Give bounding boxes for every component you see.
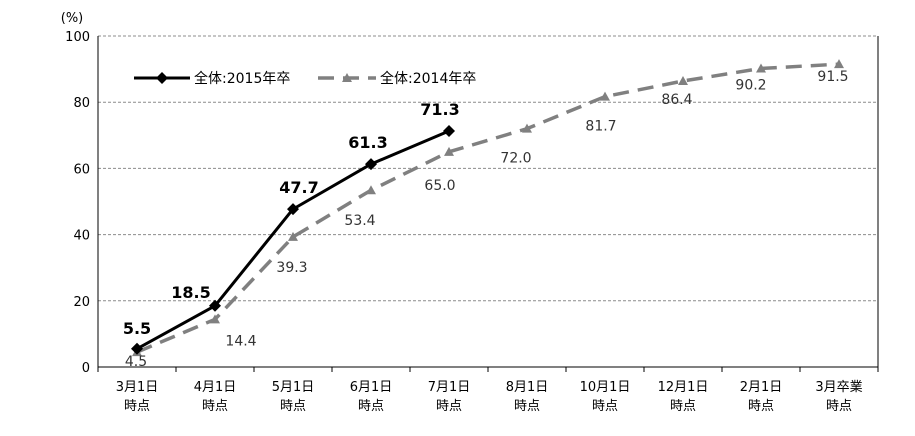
series-2014 [132,59,844,357]
x-tick-label-line: 7月1日 [428,380,471,395]
data-point [834,59,844,69]
x-tick-label-line: 4月1日 [194,380,237,395]
series [131,59,844,357]
y-tick-label: 100 [65,30,90,45]
x-tick-label-line: 6月1日 [350,380,393,395]
data-label-2014: 4.5 [125,354,147,370]
series-line [136,62,840,354]
data-label-2014: 91.5 [817,69,848,85]
data-label-2014: 81.7 [585,119,616,135]
data-point [678,76,688,86]
x-tick-label-line: 時点 [358,399,384,414]
axes: 020406080100(%)3月1日時点4月1日時点5月1日時点6月1日時点7… [61,11,879,414]
x-tick-label: 5月1日時点 [272,380,315,414]
data-point [756,63,766,73]
legend-swatch-marker [156,72,168,84]
x-tick-label-line: 10月1日 [580,380,631,395]
y-tick-label: 60 [73,162,90,177]
data-label-2014: 90.2 [735,77,766,93]
data-label-2014: 72.0 [500,151,531,167]
data-point [444,146,454,156]
x-tick-label-line: 時点 [124,399,150,414]
x-tick-label: 3月卒業時点 [815,379,862,414]
x-tick-label-line: 3月卒業 [815,379,862,395]
x-tick-label-line: 5月1日 [272,380,315,395]
y-tick-label: 20 [73,295,90,310]
x-tick-label-line: 8月1日 [506,380,549,395]
y-unit-label: (%) [61,11,84,26]
data-label-2015: 47.7 [279,178,318,197]
data-point [366,185,376,195]
gridlines [98,35,878,302]
x-tick-label-line: 時点 [436,399,462,414]
y-tick-label: 0 [82,361,90,376]
data-point [443,124,455,137]
data-label-2014: 39.3 [276,260,307,276]
x-tick-label-line: 時点 [826,399,852,414]
x-tick-label-line: 時点 [202,399,228,414]
x-tick-label-line: 3月1日 [116,380,159,395]
data-label-2014: 14.4 [225,333,256,349]
data-point [600,91,610,101]
x-tick-label-line: 時点 [670,399,696,414]
data-point [131,342,143,355]
data-point [210,314,220,324]
series-2015 [131,124,455,355]
legend: 全体:2015年卒 全体:2014年卒 [134,70,476,87]
y-tick-label: 40 [73,229,90,244]
data-point [288,231,298,241]
x-tick-label-line: 時点 [592,399,618,414]
x-tick-label: 3月1日時点 [116,380,159,414]
data-point [209,299,221,312]
data-label-2015: 61.3 [348,133,387,152]
x-tick-label-line: 12月1日 [658,380,709,395]
data-labels: 4.5 14.4 39.3 53.4 65.0 72.0 81.7 86.4 90.2 91.5 5… [123,69,849,370]
x-tick-label: 10月1日時点 [580,380,631,414]
x-tick-label: 8月1日時点 [506,380,549,414]
legend-item-2014: 全体:2014年卒 [318,70,476,87]
legend-label: 全体:2015年卒 [194,70,290,87]
x-tick-label-line: 時点 [280,399,306,414]
x-tick-label: 12月1日時点 [658,380,709,414]
x-tick-label: 2月1日時点 [740,380,783,414]
x-tick-label: 6月1日時点 [350,380,393,414]
x-tick-label: 7月1日時点 [428,380,471,414]
data-label-2015: 71.3 [420,100,459,119]
x-tick-label-line: 2月1日 [740,380,783,395]
data-label-2014: 86.4 [661,92,692,108]
data-label-2014: 65.0 [424,178,455,194]
y-tick-label: 80 [73,96,90,111]
x-tick-label-line: 時点 [748,399,774,414]
legend-label: 全体:2014年卒 [380,70,476,87]
data-point [522,123,532,133]
x-tick-label-line: 時点 [514,399,540,414]
data-label-2014: 53.4 [344,213,375,229]
data-point [287,203,299,216]
legend-item-2015: 全体:2015年卒 [134,70,290,87]
data-label-2015: 5.5 [123,319,151,338]
data-label-2015: 18.5 [171,283,210,302]
legend-swatch-marker [342,73,352,82]
x-tick-label: 4月1日時点 [194,380,237,414]
data-point [365,158,377,171]
